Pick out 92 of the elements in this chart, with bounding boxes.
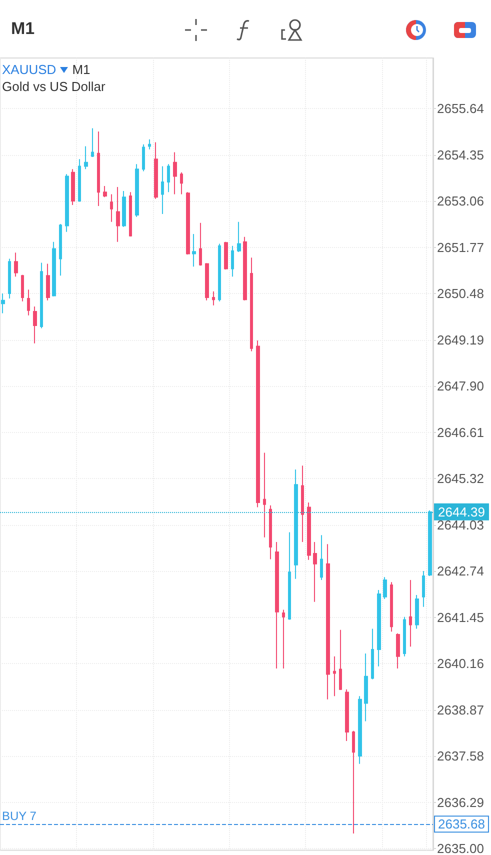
candlestick — [148, 138, 151, 150]
y-tick-label: 2650.48 — [437, 286, 484, 302]
candlestick — [40, 262, 43, 329]
candlestick — [199, 222, 202, 266]
candlestick — [263, 452, 266, 538]
y-tick-label: 2651.77 — [437, 240, 484, 255]
candlestick — [256, 340, 260, 508]
y-tick-label: 2654.35 — [437, 147, 484, 162]
candlestick — [326, 544, 330, 700]
candlestick — [288, 532, 291, 620]
candlestick — [52, 241, 56, 297]
text: 2635.68 — [438, 816, 485, 832]
candlestick — [422, 570, 425, 608]
candlestick — [116, 186, 120, 242]
candlestick — [364, 652, 368, 722]
candlestick — [65, 174, 69, 232]
candlestick — [91, 128, 94, 158]
y-tick-label: 2646.61 — [437, 424, 484, 440]
candlestick — [110, 194, 113, 222]
candlestick — [282, 609, 285, 670]
candlestick — [154, 142, 158, 200]
y-tick-label: 2647.90 — [437, 378, 484, 394]
candlestick — [167, 164, 170, 193]
candlestick — [122, 190, 126, 228]
candlestick — [390, 582, 393, 632]
y-tick-label: 2649.19 — [437, 332, 484, 348]
candlestick — [320, 534, 323, 580]
candlestick — [212, 290, 215, 306]
candlestick — [377, 590, 381, 667]
candlestick — [46, 263, 50, 301]
candlestick — [339, 629, 342, 691]
candlestick — [192, 234, 196, 268]
candlestick — [78, 158, 81, 202]
candlestick — [21, 274, 24, 302]
y-tick-label: 2653.06 — [437, 194, 484, 209]
candlestick — [301, 465, 304, 542]
candlestick — [27, 289, 30, 316]
candlestick — [218, 243, 221, 302]
candlestick — [231, 245, 234, 278]
candlestick — [205, 262, 209, 301]
annotation: XAUUSD — [2, 61, 56, 78]
candlestick — [186, 192, 190, 255]
candlestick — [97, 130, 100, 207]
y-tick-label: 2637.58 — [437, 748, 484, 764]
y-tick-label: 2655.64 — [437, 101, 484, 116]
candlestick — [294, 469, 298, 580]
candlestick — [428, 510, 432, 577]
candlestick — [307, 502, 311, 560]
y-tick-label: 2638.87 — [437, 702, 484, 718]
text: 2644.39 — [438, 504, 485, 520]
candlestick — [224, 241, 228, 270]
ref-line-label: BUY 7 — [2, 809, 37, 824]
candlestick — [333, 656, 336, 697]
annotation: Gold vs US Dollar — [2, 78, 106, 95]
y-tick-label: 2642.74 — [437, 564, 484, 579]
candlestick — [358, 696, 362, 764]
candlestick — [180, 172, 183, 195]
candlestick — [313, 541, 317, 602]
candlestick — [142, 144, 145, 172]
y-tick-label: 2640.16 — [437, 656, 484, 672]
candlestick — [396, 632, 400, 670]
candlestick — [59, 223, 62, 276]
candlestick — [84, 146, 88, 170]
candlestick — [409, 579, 412, 648]
annotation: M1 — [72, 61, 90, 78]
candlestick — [129, 192, 132, 238]
candlestick — [371, 628, 374, 680]
y-tick-label: 2635.00 — [437, 841, 484, 855]
candlestick — [1, 293, 5, 314]
chart-title: M1 — [11, 19, 35, 39]
candlestick — [161, 166, 164, 214]
candlestick — [14, 252, 18, 278]
candlestick — [71, 168, 75, 206]
candlestick — [403, 616, 406, 657]
y-tick-label: 2636.29 — [437, 794, 484, 810]
candlestick — [383, 576, 387, 600]
candlestick — [352, 730, 355, 834]
candlestick — [275, 541, 279, 670]
candlestick — [8, 258, 11, 300]
candlestick — [345, 688, 349, 742]
candlestick — [243, 236, 247, 301]
candlestick — [415, 594, 419, 630]
y-tick-label: 2644.03 — [437, 517, 484, 532]
candlestick — [173, 152, 177, 195]
y-tick-label: 2641.45 — [437, 610, 484, 625]
candlestick — [135, 164, 139, 218]
candlestick — [103, 185, 107, 198]
candlestick — [33, 306, 37, 344]
candlestick — [269, 504, 272, 560]
y-tick-label: 2645.32 — [437, 471, 484, 486]
candlestick — [237, 221, 241, 252]
candlestick — [250, 257, 253, 352]
